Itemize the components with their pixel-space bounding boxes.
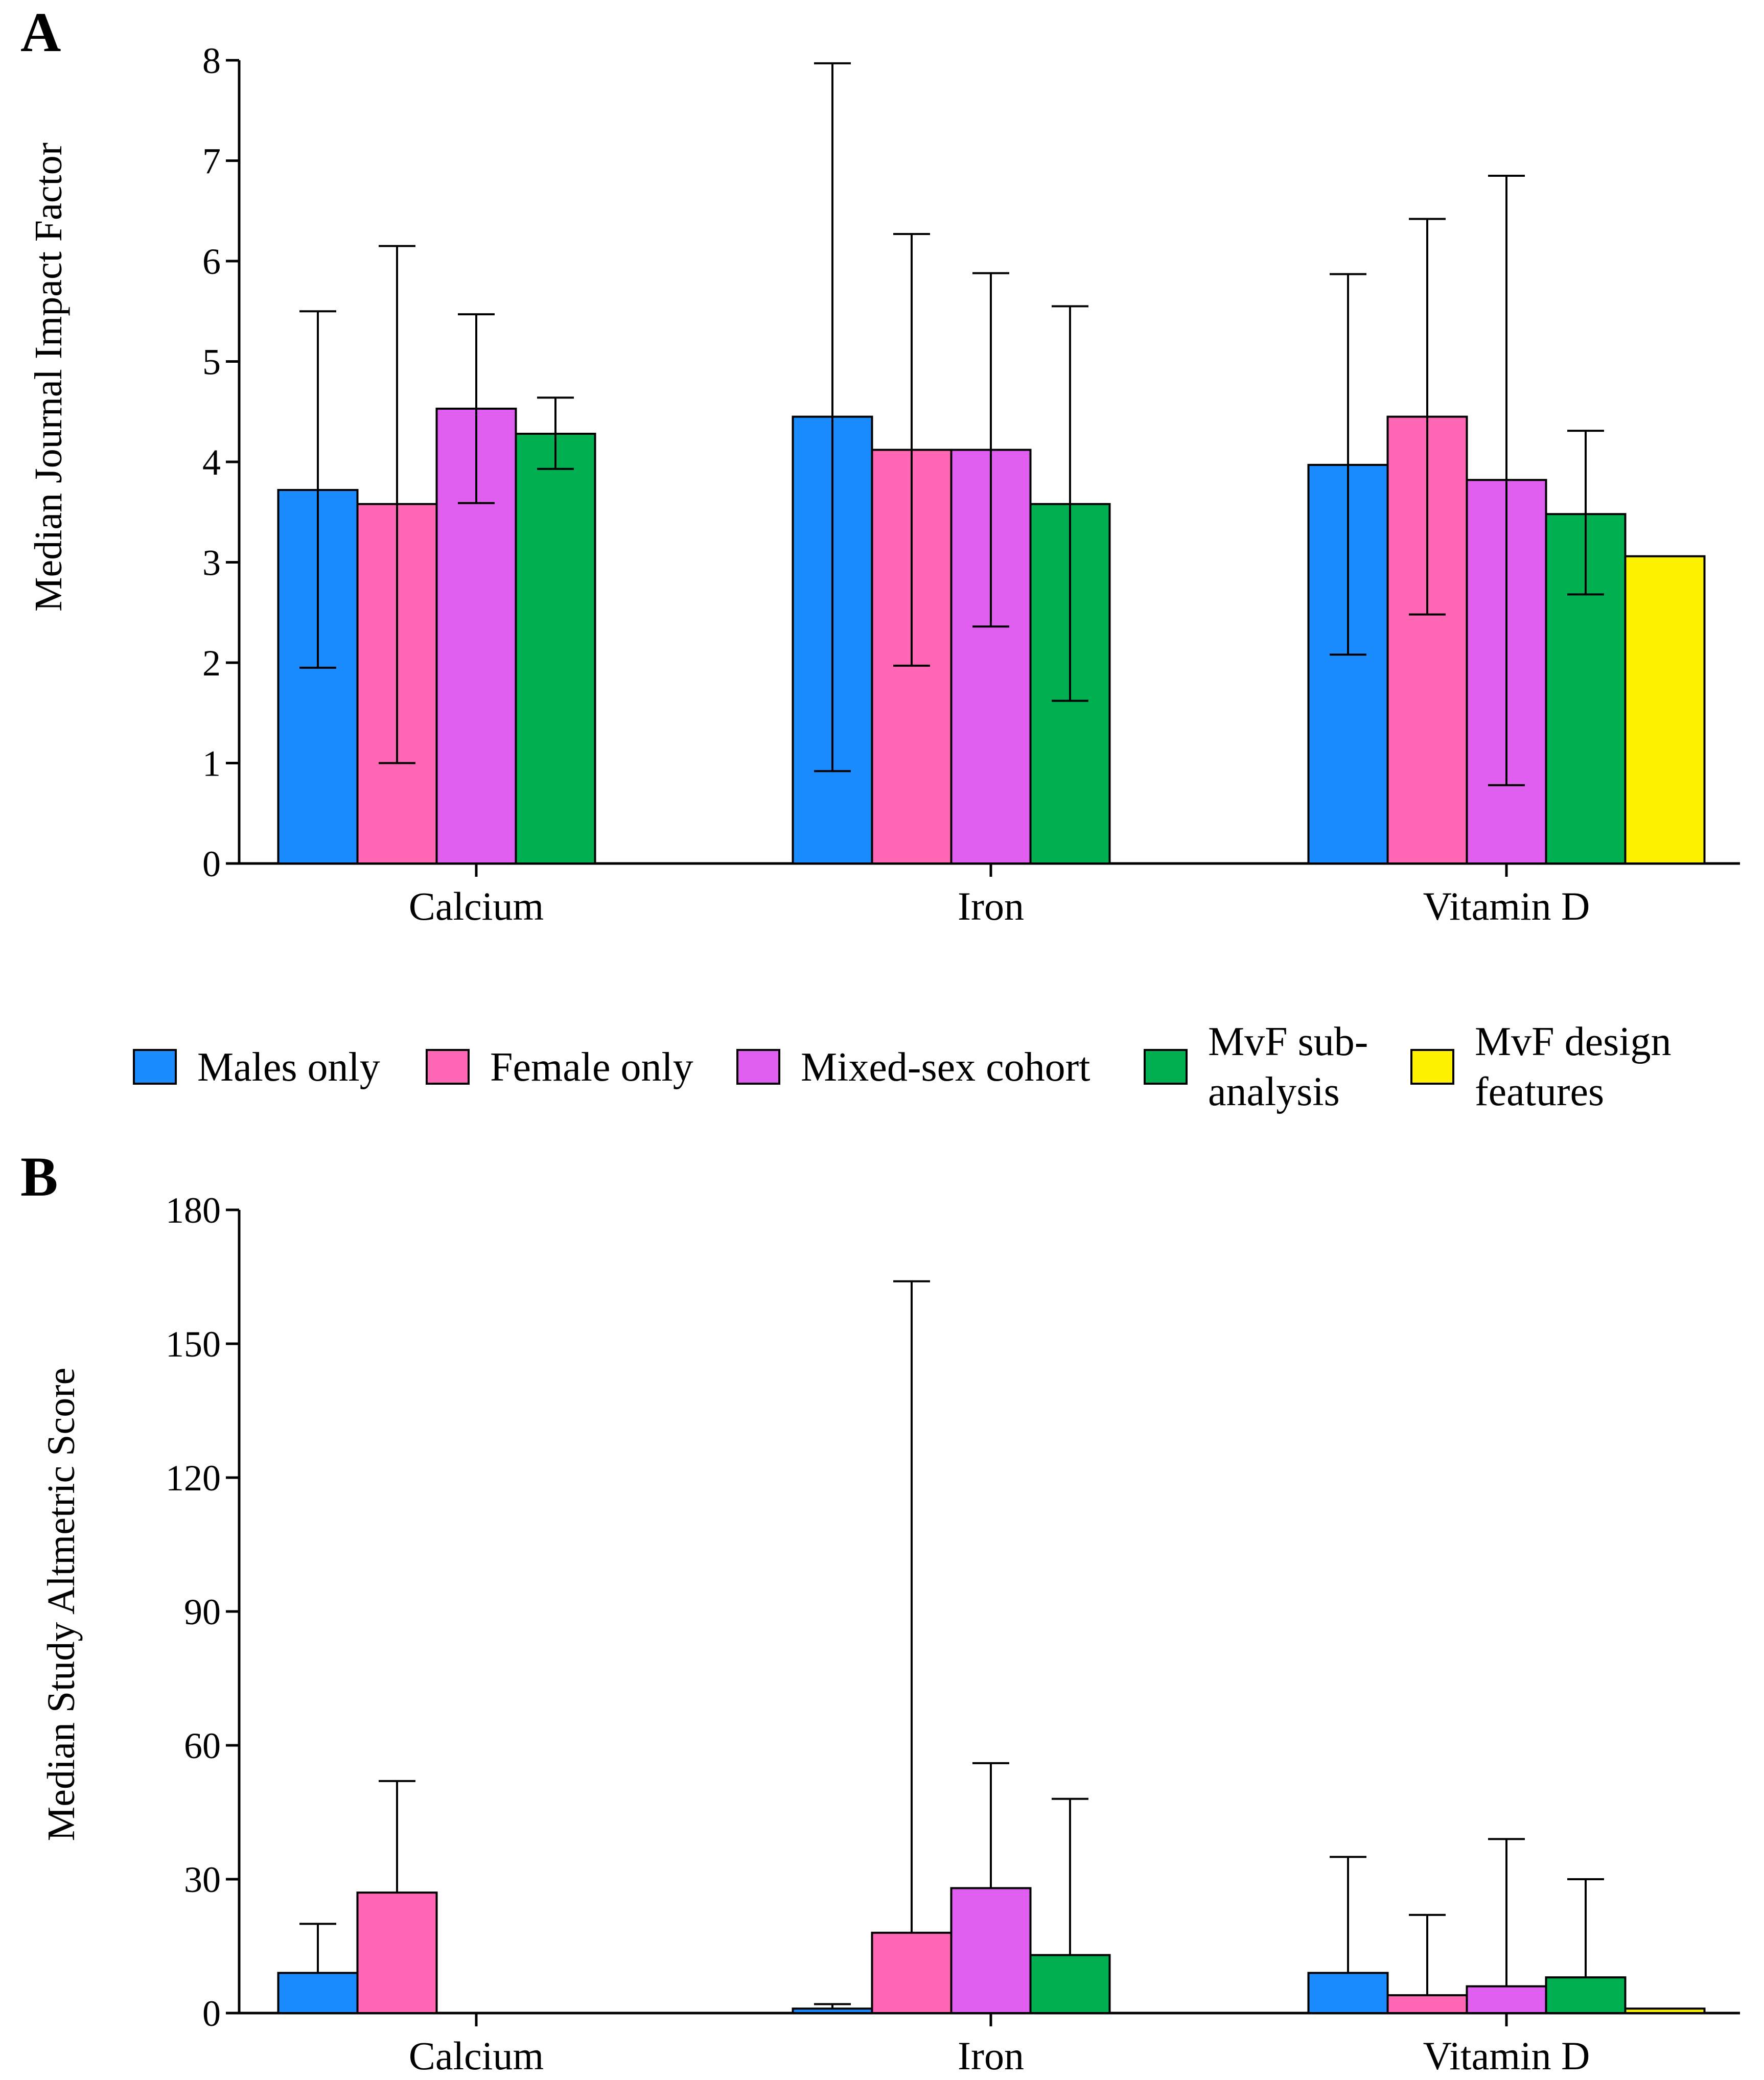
panel-b-bar-calcium-female-only xyxy=(356,1891,438,2014)
legend-label-mixed-sex-cohort: Mixed-sex cohort xyxy=(801,1045,1090,1090)
panel-a-letter: A xyxy=(20,1,61,63)
panel-a-x-tick-label-calcium: Calcium xyxy=(409,884,544,928)
panel-b-bar-iron-males-only xyxy=(792,2007,873,2014)
panel-b-y-tick-label: 0 xyxy=(202,1993,221,2034)
panel-b-bar-vitamin-d-female-only xyxy=(1386,1994,1468,2014)
panel-a-y-tick-label: 0 xyxy=(202,844,221,884)
legend-label-males-only: Males only xyxy=(197,1045,380,1090)
panel-a-y-tick-label: 1 xyxy=(202,743,221,784)
panel-b-bar-iron-mixed-sex-cohort xyxy=(950,1887,1032,2014)
panel-b-bar-iron-mvf-sub-analysis xyxy=(1029,1954,1111,2014)
panel-a-y-tick-label: 2 xyxy=(202,643,221,684)
panel-a-bar-vitamin-d-mvf-design-features xyxy=(1624,555,1706,864)
legend-label-female-only: Female only xyxy=(490,1045,693,1090)
panel-b-x-tick-label-vitamin-d: Vitamin D xyxy=(1423,2034,1590,2078)
panel-a-chart: A Median Journal Impact Factor 0 1 2 3 4 5 6 7 8… xyxy=(20,1,1740,928)
panel-a-bar-calcium-mvf-sub-analysis xyxy=(515,432,596,864)
legend-label-mvf-sub: MvF sub- xyxy=(1208,1019,1368,1064)
panel-b-y-tick-label: 30 xyxy=(184,1859,221,1900)
panel-b-y-tick-label: 120 xyxy=(166,1458,221,1499)
legend-label-features: features xyxy=(1475,1069,1604,1114)
panel-b-y-tick-label: 90 xyxy=(184,1592,221,1632)
legend-swatch-males-only xyxy=(133,1049,177,1085)
panel-b-x-tick-label-calcium: Calcium xyxy=(409,2034,544,2078)
legend: Males only Female only Mixed-sex cohort MvF… xyxy=(133,1019,1672,1114)
panel-b-y-tick-label: 60 xyxy=(184,1725,221,1766)
panel-b-bar-vitamin-d-mvf-design-features xyxy=(1624,2007,1706,2014)
panel-a-y-tick-label: 7 xyxy=(202,141,221,182)
panel-b-x-tick-label-iron: Iron xyxy=(958,2034,1024,2078)
panel-b-letter: B xyxy=(20,1146,58,1208)
panel-a-y-tick-label: 8 xyxy=(202,40,221,81)
panel-a-y-tick-label: 3 xyxy=(202,543,221,583)
panel-b-bar-calcium-males-only xyxy=(277,1972,359,2014)
panel-b-y-axis-label: Median Study Altmetric Score xyxy=(40,1368,83,1841)
panel-b-y-tick-label: 150 xyxy=(166,1324,221,1365)
legend-swatch-mvf-design-features xyxy=(1410,1049,1454,1085)
panel-b-bar-vitamin-d-mixed-sex-cohort xyxy=(1466,1985,1547,2015)
panel-b-chart: B Median Study Altmetric Score 0 30 60 90 12… xyxy=(20,1146,1740,2078)
panel-a-x-tick-label-iron: Iron xyxy=(958,884,1024,928)
panel-b-bar-iron-female-only xyxy=(871,1931,953,2015)
legend-label-mvf-design: MvF design xyxy=(1475,1019,1672,1064)
panel-b-bar-vitamin-d-males-only xyxy=(1307,1972,1389,2014)
panel-a-y-tick-label: 6 xyxy=(202,241,221,282)
legend-swatch-female-only xyxy=(426,1049,470,1085)
panel-a-y-tick-label: 4 xyxy=(202,442,221,483)
panel-a-y-axis-label: Median Journal Impact Factor xyxy=(27,143,70,612)
panel-b-bar-vitamin-d-mvf-sub-analysis xyxy=(1545,1976,1627,2014)
panel-a-x-tick-label-vitamin-d: Vitamin D xyxy=(1423,884,1590,928)
panel-b-y-tick-label: 180 xyxy=(166,1190,221,1231)
legend-label-analysis: analysis xyxy=(1208,1069,1340,1114)
legend-swatch-mvf-sub-analysis xyxy=(1144,1049,1188,1085)
panel-a-y-tick-label: 5 xyxy=(202,342,221,383)
legend-swatch-mixed-sex-cohort xyxy=(736,1049,780,1085)
